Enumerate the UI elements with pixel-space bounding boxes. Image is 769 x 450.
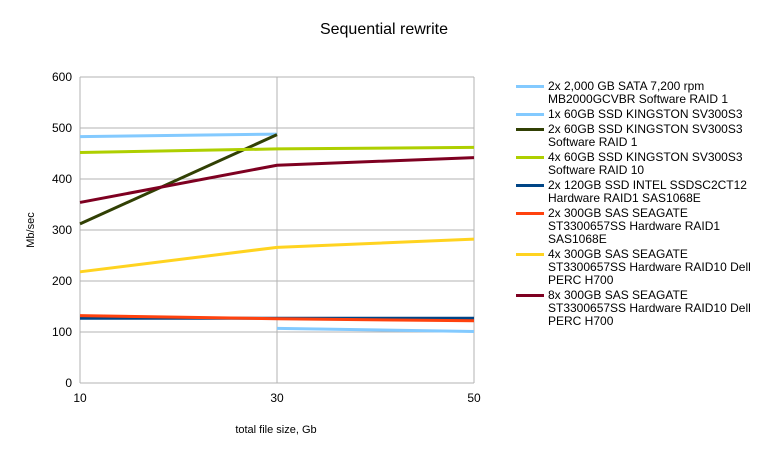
legend-item: 4x 60GB SSD KINGSTON SV300S3 Software RA… — [514, 151, 764, 177]
legend-swatch — [516, 113, 544, 116]
legend-item: 8x 300GB SAS SEAGATE ST3300657SS Hardwar… — [514, 289, 764, 328]
legend-label: 4x 60GB SSD KINGSTON SV300S3 Software RA… — [548, 150, 743, 177]
y-tick-label: 500 — [52, 121, 72, 135]
legend-item: 1x 60GB SSD KINGSTON SV300S3 — [514, 108, 764, 121]
y-tick-label: 600 — [52, 70, 72, 84]
series-line-1 — [276, 326, 475, 333]
legend-swatch — [516, 212, 544, 215]
legend-item: 2x 300GB SAS SEAGATE ST3300657SS Hardwar… — [514, 207, 764, 246]
legend-item: 2x 2,000 GB SATA 7,200 rpm MB2000GCVBR S… — [514, 80, 764, 106]
legend-swatch — [516, 85, 544, 88]
series-line-6 — [79, 314, 475, 323]
series-line-4 — [79, 145, 475, 154]
legend-label: 2x 120GB SSD INTEL SSDSC2CT12 Hardware R… — [548, 178, 747, 205]
y-tick-label: 300 — [52, 223, 72, 237]
series-line-2 — [79, 132, 278, 139]
legend-swatch — [516, 294, 544, 297]
legend-label: 8x 300GB SAS SEAGATE ST3300657SS Hardwar… — [548, 288, 751, 328]
y-tick-label: 400 — [52, 172, 72, 186]
y-tick-label: 0 — [65, 376, 72, 390]
legend-swatch — [516, 253, 544, 256]
y-tick-label: 200 — [52, 274, 72, 288]
legend-swatch — [516, 156, 544, 159]
legend-label: 1x 60GB SSD KINGSTON SV300S3 — [548, 107, 743, 121]
chart-title: Sequential rewrite — [320, 21, 448, 38]
legend-label: 2x 60GB SSD KINGSTON SV300S3 Software RA… — [548, 122, 743, 149]
legend-label: 2x 300GB SAS SEAGATE ST3300657SS Hardwar… — [548, 206, 721, 246]
y-axis-label: Mb/sec — [25, 212, 37, 248]
legend-item: 4x 300GB SAS SEAGATE ST3300657SS Hardwar… — [514, 248, 764, 287]
legend-swatch — [516, 128, 544, 131]
x-axis-label: total file size, Gb — [235, 424, 316, 436]
series-line-7 — [79, 237, 475, 274]
legend-item: 2x 120GB SSD INTEL SSDSC2CT12 Hardware R… — [514, 179, 764, 205]
legend-label: 4x 300GB SAS SEAGATE ST3300657SS Hardwar… — [548, 247, 751, 287]
x-tick-label: 30 — [270, 391, 284, 405]
series-line-8 — [79, 156, 475, 204]
legend-label: 2x 2,000 GB SATA 7,200 rpm MB2000GCVBR S… — [548, 79, 729, 106]
x-tick-label: 10 — [73, 391, 87, 405]
legend-item: 2x 60GB SSD KINGSTON SV300S3 Software RA… — [514, 123, 764, 149]
legend-swatch — [516, 184, 544, 187]
y-tick-label: 100 — [52, 325, 72, 339]
x-tick-label: 50 — [467, 391, 481, 405]
legend: 2x 2,000 GB SATA 7,200 rpm MB2000GCVBR S… — [514, 80, 764, 330]
